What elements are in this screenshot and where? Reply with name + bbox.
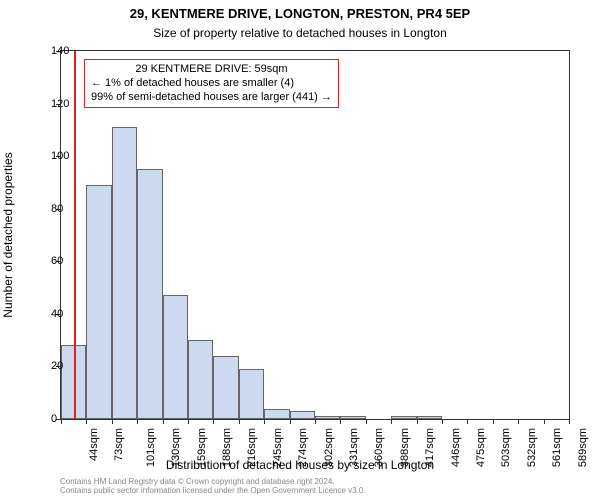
- footer-line-2: Contains public sector information licen…: [60, 486, 366, 495]
- x-tick-mark: [290, 419, 291, 424]
- annotation-line: 99% of semi-detached houses are larger (…: [91, 91, 332, 105]
- histogram-bar: [86, 185, 111, 419]
- x-tick-mark: [86, 419, 87, 424]
- histogram-bar: [417, 416, 442, 419]
- annotation-box: 29 KENTMERE DRIVE: 59sqm← 1% of detached…: [84, 59, 339, 108]
- y-axis-label: Number of detached properties: [1, 152, 15, 317]
- x-tick-mark: [493, 419, 494, 424]
- annotation-line: ← 1% of detached houses are smaller (4): [91, 77, 332, 91]
- x-tick-label: 44sqm: [88, 428, 100, 461]
- annotation-line: 29 KENTMERE DRIVE: 59sqm: [91, 63, 332, 77]
- histogram-bar: [290, 411, 315, 419]
- x-tick-mark: [366, 419, 367, 424]
- x-tick-mark: [213, 419, 214, 424]
- x-tick-mark: [315, 419, 316, 424]
- x-tick-mark: [417, 419, 418, 424]
- x-tick-mark: [163, 419, 164, 424]
- histogram-bar: [213, 356, 238, 419]
- histogram-bar: [264, 409, 289, 420]
- x-tick-mark: [340, 419, 341, 424]
- plot-area: 29 KENTMERE DRIVE: 59sqm← 1% of detached…: [60, 50, 570, 420]
- x-tick-label: 73sqm: [113, 428, 125, 461]
- x-tick-mark: [442, 419, 443, 424]
- histogram-bar: [112, 127, 137, 419]
- x-tick-mark: [61, 419, 62, 424]
- x-axis-label: Distribution of detached houses by size …: [0, 458, 600, 472]
- x-tick-mark: [239, 419, 240, 424]
- histogram-bar: [239, 369, 264, 419]
- histogram-bar: [188, 340, 213, 419]
- x-tick-mark: [112, 419, 113, 424]
- x-tick-mark: [518, 419, 519, 424]
- x-tick-mark: [569, 419, 570, 424]
- x-tick-mark: [264, 419, 265, 424]
- chart-subtitle: Size of property relative to detached ho…: [0, 26, 600, 40]
- x-tick-mark: [188, 419, 189, 424]
- x-tick-mark: [391, 419, 392, 424]
- x-tick-mark: [467, 419, 468, 424]
- x-tick-mark: [544, 419, 545, 424]
- property-marker-line: [74, 51, 76, 419]
- x-tick-mark: [137, 419, 138, 424]
- histogram-bar: [137, 169, 162, 419]
- histogram-bar: [315, 416, 340, 419]
- histogram-bar: [163, 295, 188, 419]
- chart-title-address: 29, KENTMERE DRIVE, LONGTON, PRESTON, PR…: [0, 6, 600, 21]
- histogram-bar: [340, 416, 365, 419]
- attribution-footer: Contains HM Land Registry data © Crown c…: [60, 477, 366, 495]
- histogram-bar: [391, 416, 416, 419]
- footer-line-1: Contains HM Land Registry data © Crown c…: [60, 477, 366, 486]
